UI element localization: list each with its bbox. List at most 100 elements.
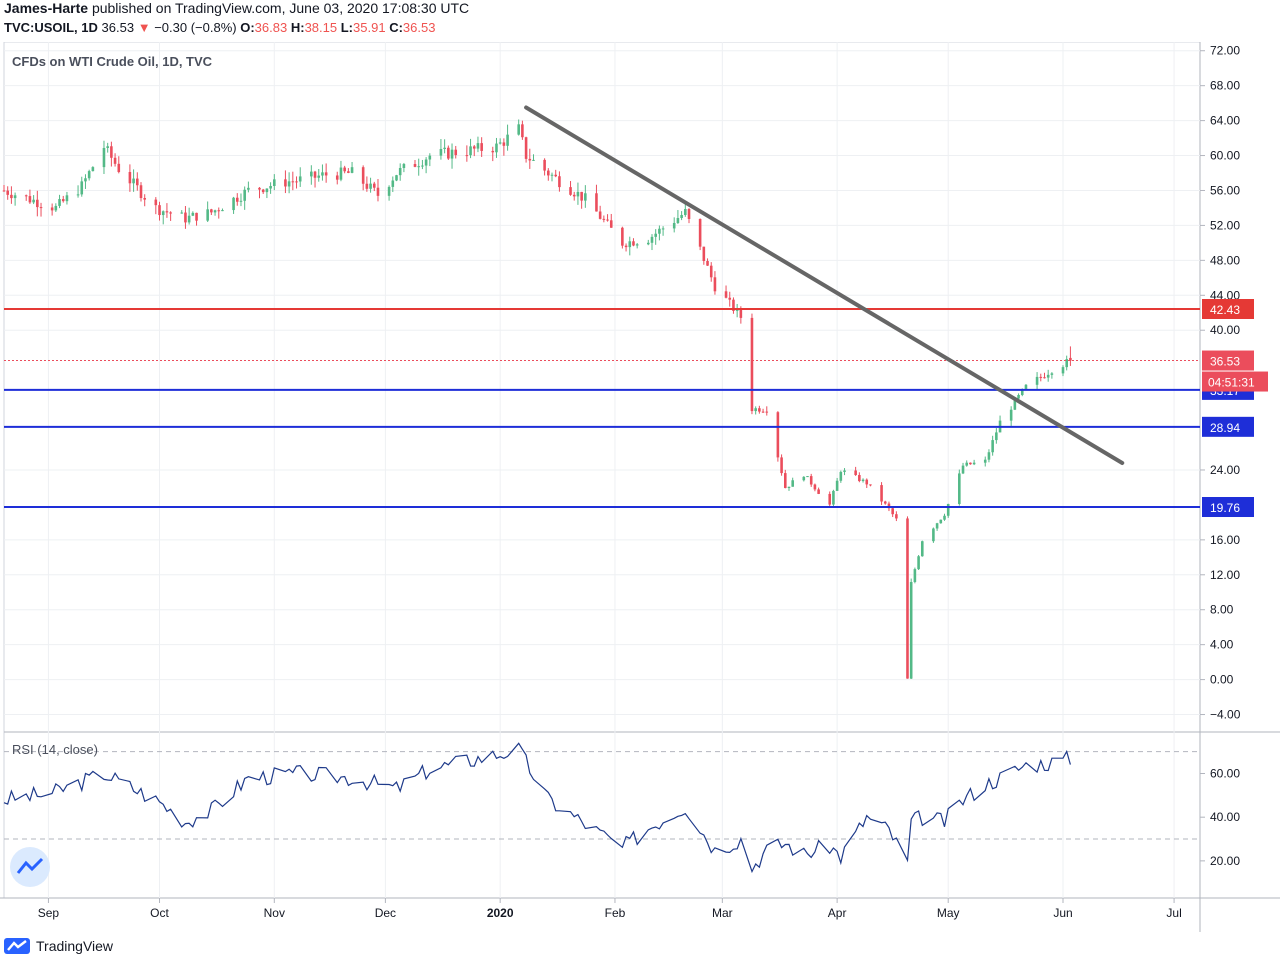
candle-body — [132, 178, 135, 184]
candle-body — [324, 172, 328, 176]
price-tick-label: 48.00 — [1210, 253, 1240, 267]
candle-body — [239, 200, 243, 202]
candle-body — [547, 170, 550, 176]
candle-body — [498, 142, 502, 144]
candle-body — [1035, 376, 1039, 385]
candle-body — [376, 187, 380, 196]
candle-body — [1043, 377, 1046, 379]
candle-body — [495, 143, 498, 153]
candle-body — [217, 210, 221, 212]
publish-text: published on TradingView.com, June 03, 2… — [88, 0, 470, 16]
candle-body — [580, 191, 583, 201]
candle-body — [387, 186, 391, 196]
candle-body — [646, 242, 650, 245]
candle-body — [672, 222, 676, 229]
candle-body — [158, 205, 161, 216]
candle-body — [891, 508, 894, 515]
candle-body — [732, 299, 735, 311]
time-tick-label: May — [937, 906, 960, 920]
candle-body — [765, 411, 769, 413]
candle-body — [554, 174, 558, 177]
high-value: 38.15 — [304, 20, 338, 35]
candle-body — [946, 503, 950, 516]
candle-body — [372, 183, 376, 188]
candle-body — [1009, 409, 1013, 421]
candle-body — [6, 190, 9, 195]
candle-body — [295, 181, 298, 183]
candle-body — [532, 159, 535, 161]
time-tick-label: Jun — [1053, 906, 1072, 920]
candle-body — [802, 476, 806, 481]
candle-body — [391, 180, 395, 187]
candle-body — [783, 473, 787, 488]
candle-body — [754, 408, 757, 412]
footer: TradingView — [4, 938, 113, 954]
candle-body — [869, 484, 872, 486]
candle-body — [398, 168, 402, 176]
candle-body — [258, 187, 261, 190]
candle-body — [269, 185, 272, 189]
candle-body — [472, 146, 476, 149]
candle-body — [335, 175, 339, 180]
price-tick-label: 16.00 — [1210, 533, 1240, 547]
candle-body — [1039, 376, 1043, 378]
candle-body — [917, 556, 920, 570]
level-tag-19.76 — [1202, 497, 1254, 518]
candle-body — [424, 159, 428, 166]
candle-body — [476, 143, 480, 149]
candle-body — [1017, 394, 1020, 399]
candle-body — [661, 228, 665, 230]
change-value: −0.30 (−0.8%) — [154, 20, 237, 35]
candle-body — [32, 199, 35, 203]
candle-body — [739, 309, 743, 318]
candle-body — [13, 195, 17, 199]
candle-body — [439, 149, 443, 156]
trendline[interactable] — [524, 105, 1125, 465]
candle-body — [843, 470, 846, 472]
candle-body — [698, 218, 702, 247]
chart-title: CFDs on WTI Crude Oil, 1D, TVC — [12, 54, 213, 69]
high-label: H: — [290, 20, 305, 35]
candle-body — [528, 158, 532, 161]
candle-body — [806, 476, 809, 478]
candle-body — [839, 471, 843, 481]
candle-body — [598, 211, 602, 219]
candle-body — [995, 432, 998, 441]
candle-body — [709, 265, 713, 278]
price-chart[interactable]: 72.00 68.00 64.00 60.00 56.00 52.00 48.00 44.00… — [0, 42, 1280, 932]
time-tick-label: Feb — [605, 906, 626, 920]
time-tick-label: Oct — [150, 906, 169, 920]
candle-body — [865, 479, 869, 485]
price-tick-label: 60.00 — [1210, 149, 1240, 163]
tv-watermark-icon — [10, 847, 50, 887]
candle-body — [835, 480, 839, 491]
ohlc-line: TVC:USOIL, 1D 36.53 ▼ −0.30 (−0.8%) O:36… — [4, 19, 435, 36]
candle-body — [1065, 359, 1068, 368]
candle-body — [787, 486, 791, 488]
candle-body — [758, 408, 761, 412]
candle-body — [713, 277, 717, 292]
candle-body — [54, 205, 58, 211]
candle-body — [343, 167, 346, 172]
price-tick-label: 64.00 — [1210, 114, 1240, 128]
level-tag-label: 28.94 — [1210, 421, 1240, 435]
level-tag-42.43 — [1202, 299, 1254, 320]
candle-body — [165, 211, 169, 213]
candle-body — [1069, 357, 1072, 361]
candle-body — [221, 210, 224, 212]
candle-body — [624, 245, 628, 248]
candle-body — [861, 479, 865, 482]
candle-body — [595, 193, 598, 212]
close-value: 36.53 — [402, 20, 436, 35]
close-label: C: — [389, 20, 403, 35]
candle-body — [28, 196, 32, 203]
candle-body — [350, 167, 354, 173]
candle-body — [117, 163, 121, 173]
candle-body — [972, 462, 976, 465]
candle-body — [421, 165, 424, 167]
candle-body — [339, 167, 343, 180]
candle-body — [809, 476, 813, 485]
price-tick-label: 24.00 — [1210, 463, 1240, 477]
candle-body — [491, 150, 495, 153]
candle-body — [402, 164, 406, 169]
